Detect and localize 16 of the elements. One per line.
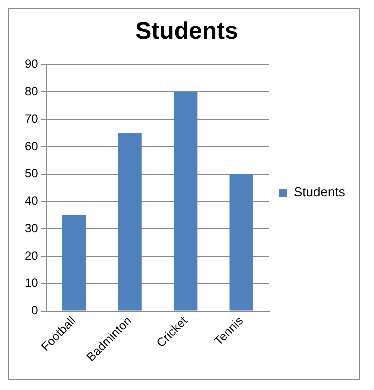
y-tick-label: 80 (24, 84, 39, 98)
legend-label: Students (294, 184, 346, 200)
y-tick-label: 40 (24, 194, 39, 208)
y-tick-label: 0 (32, 304, 39, 318)
bar (174, 92, 198, 311)
y-tick-label: 50 (24, 166, 39, 181)
y-tick-label: 10 (24, 276, 39, 290)
bar (230, 174, 254, 311)
chart-title: Students (136, 18, 238, 46)
bar (62, 215, 86, 311)
y-tick-label: 70 (24, 112, 39, 126)
y-tick-label: 90 (24, 57, 39, 72)
y-tick-label: 60 (24, 139, 39, 154)
y-tick-label: 30 (24, 221, 39, 236)
y-tick-label: 20 (24, 248, 39, 263)
bar (118, 133, 142, 311)
